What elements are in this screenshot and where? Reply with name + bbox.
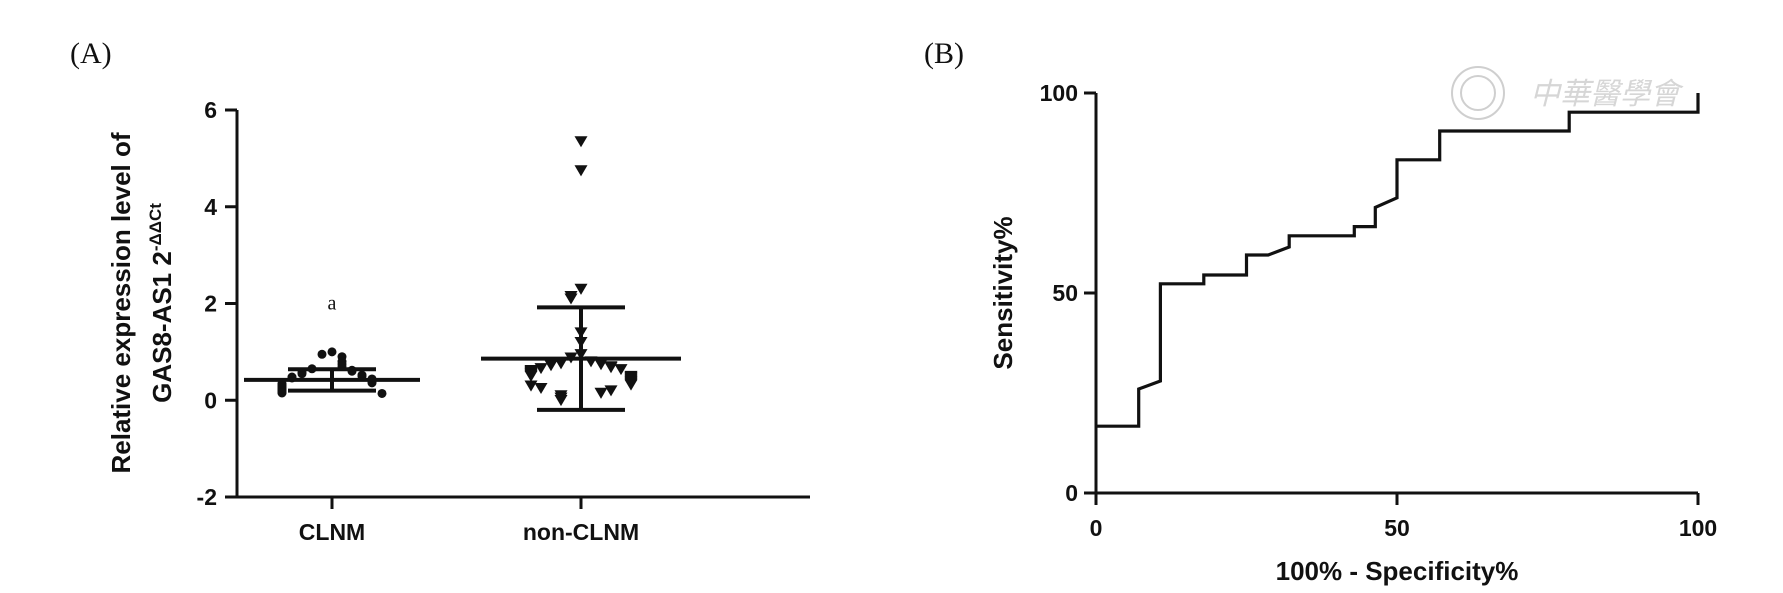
chart-b-y-tick-label-0: 0	[1065, 480, 1078, 506]
chart-b-y-tick-label-2: 100	[1040, 80, 1078, 106]
chart-a-point-0-31	[377, 388, 387, 398]
chart-a-point-1-11	[554, 358, 568, 370]
chart-a-y-label-line1: Relative expression level of	[106, 132, 136, 473]
chart-a-y-tick-label-2: 2	[204, 291, 217, 317]
chart-a-point-0-0	[327, 347, 337, 357]
chart-a-y-tick-label-3: 4	[204, 194, 217, 220]
chart-a-point-1-0	[574, 136, 588, 148]
chart-a-annotation: a	[328, 293, 337, 315]
chart-a-point-1-2	[574, 283, 588, 295]
panel-b-label: (B)	[924, 37, 964, 70]
chart-a-point-0-10	[297, 369, 307, 379]
chart-a-point-0-30	[277, 388, 287, 398]
watermark-seal-inner-icon	[1460, 75, 1496, 111]
chart-a-x-tick-label-0: CLNM	[299, 519, 365, 545]
chart-a-point-1-1	[574, 165, 588, 177]
chart-a-y-tick-label-4: 6	[204, 97, 217, 123]
chart-a-point-1-36	[534, 382, 548, 395]
chart-a-point-1-13	[544, 360, 558, 372]
chart-a-y-label-line2: GAS8-AS1 2-ΔΔCt	[146, 203, 177, 403]
chart-a: -2 0 2 4 6 CLNM non-CLNM a Relative expressio…	[106, 97, 810, 545]
chart-a-point-1-37	[604, 385, 618, 397]
chart-a-y-tick-label-0: -2	[197, 484, 217, 510]
chart-a-point-1-12	[594, 359, 608, 371]
chart-a-y-label-superscript: -ΔΔCt	[146, 203, 165, 251]
chart-a-point-1-38	[594, 387, 608, 399]
chart-a-y-ticks: -2 0 2 4 6	[197, 97, 237, 510]
chart-b-y-ticks: 0 50 100	[1040, 80, 1096, 506]
chart-a-point-1-34	[624, 379, 638, 391]
watermark-seal-icon	[1451, 66, 1505, 120]
chart-a-y-label-prefix: GAS8-AS1 2	[147, 251, 177, 403]
chart-a-x-tick-label-1: non-CLNM	[523, 519, 639, 545]
chart-b-roc-curve	[1096, 93, 1700, 428]
chart-a-x-ticks: CLNM non-CLNM	[299, 497, 639, 545]
watermark: 中華醫學會	[1451, 66, 1684, 120]
chart-b-x-tick-label-1: 50	[1384, 515, 1410, 541]
chart-b-x-tick-label-0: 0	[1090, 515, 1103, 541]
panel-a-label: (A)	[70, 37, 112, 70]
watermark-text: 中華醫學會	[1530, 77, 1684, 112]
chart-a-point-1-41	[554, 395, 568, 407]
chart-a-point-1-15	[604, 362, 618, 374]
chart-a-point-1-35	[524, 380, 538, 392]
chart-a-point-0-1	[317, 349, 327, 359]
chart-b: 0 50 100 0 50 100 100% - Specificity% Sensit…	[988, 80, 1717, 586]
chart-b-x-ticks: 0 50 100	[1090, 493, 1717, 541]
chart-b-x-tick-label-2: 100	[1679, 515, 1717, 541]
chart-a-y-tick-label-1: 0	[204, 387, 217, 413]
chart-b-y-tick-label-1: 50	[1052, 280, 1078, 306]
chart-a-points	[277, 136, 638, 407]
chart-a-error-bars	[244, 305, 681, 412]
chart-a-point-1-16	[534, 363, 548, 375]
chart-b-x-label: 100% - Specificity%	[1276, 556, 1519, 586]
chart-a-point-1-4	[564, 293, 578, 305]
chart-a-point-1-17	[614, 364, 628, 376]
chart-b-y-label: Sensitivity%	[988, 216, 1018, 369]
chart-a-point-1-24	[524, 370, 538, 382]
